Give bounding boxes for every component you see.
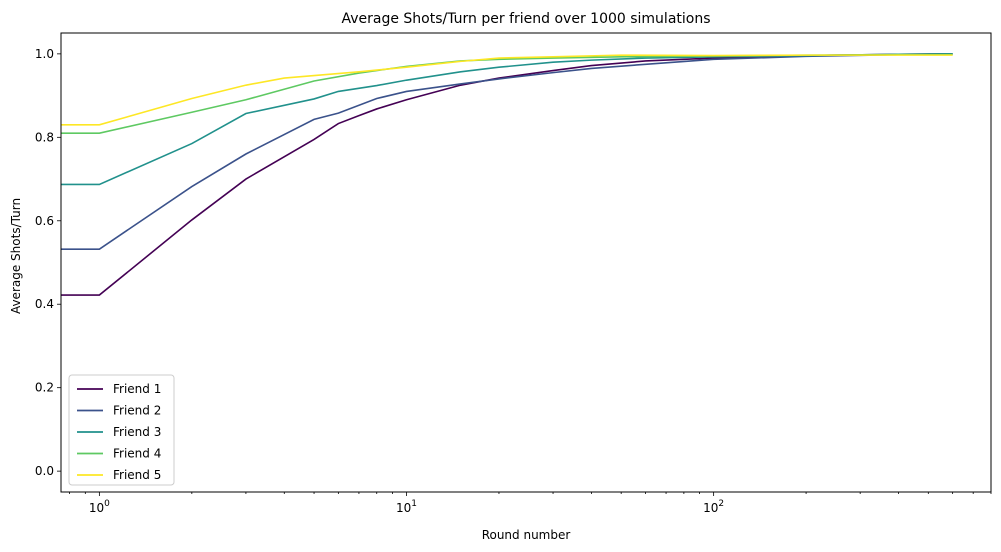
y-tick-label: 0.6: [35, 214, 54, 228]
series-line-3: [61, 53, 953, 186]
legend-box: [68, 374, 175, 486]
x-tick-label: 102: [703, 499, 724, 515]
y-axis-ticks: 0.0 0.2 0.4 0.6 0.8 1.0: [35, 47, 61, 478]
legend: Friend 1 Friend 2 Friend 3 Friend 4 Friend 5: [68, 374, 175, 486]
chart-title: Average Shots/Turn per friend over 1000 …: [341, 11, 710, 27]
y-tick-label: 0.8: [35, 130, 54, 144]
y-tick-label: 0.4: [35, 297, 54, 311]
legend-label-5: Friend 5: [113, 468, 161, 482]
legend-label-3: Friend 3: [113, 425, 161, 439]
x-tick-label: 100: [89, 499, 110, 515]
legend-label-1: Friend 1: [113, 382, 161, 396]
y-axis-label: Average Shots/Turn: [9, 198, 23, 314]
y-tick-label: 0.0: [35, 464, 54, 478]
series-lines: [61, 53, 953, 296]
plot-frame: [60, 32, 992, 493]
y-tick-label: 0.2: [35, 381, 54, 395]
series-line-2: [61, 53, 953, 250]
x-axis-label: Round number: [482, 528, 571, 542]
legend-label-4: Friend 4: [113, 447, 161, 461]
x-tick-label: 101: [396, 499, 417, 515]
x-axis-ticks: 100 101 102: [69, 492, 992, 515]
series-line-5: [61, 54, 953, 126]
legend-label-2: Friend 2: [113, 404, 161, 418]
y-tick-label: 1.0: [35, 47, 54, 61]
series-line-1: [61, 53, 953, 296]
